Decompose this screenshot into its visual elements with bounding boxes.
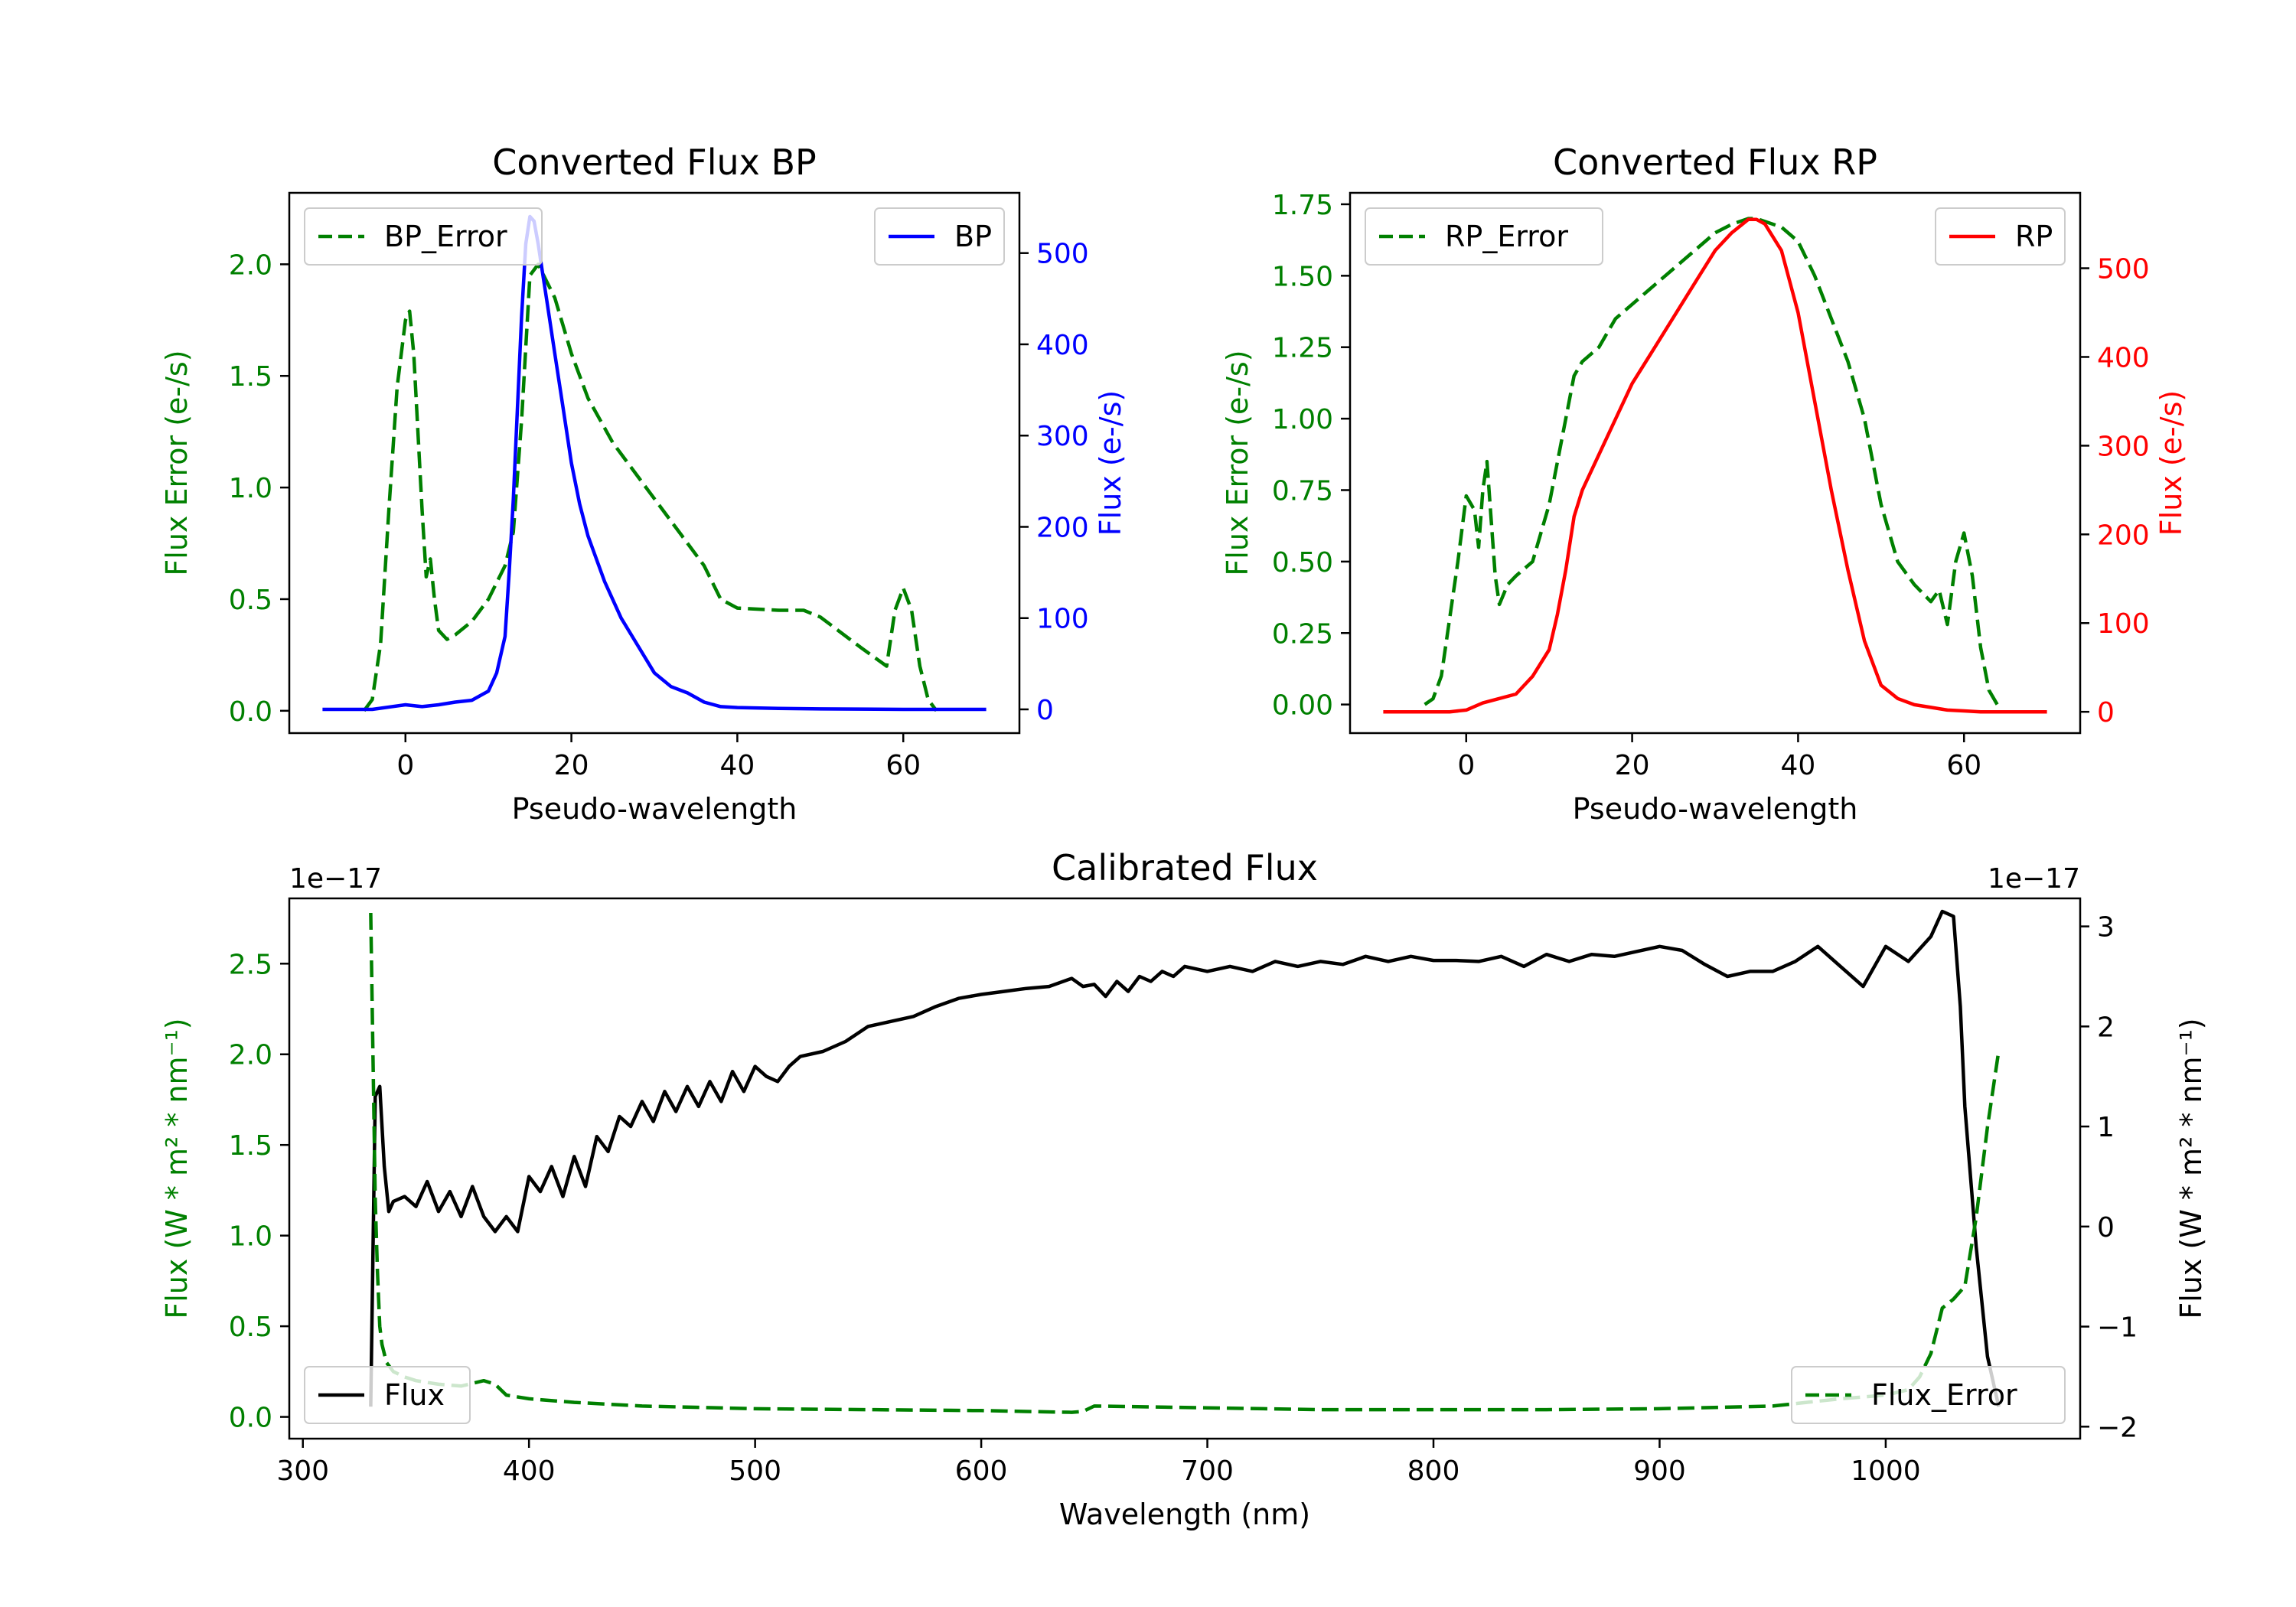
y-left-axis-label: Flux (W * m² * nm⁻¹) bbox=[160, 1018, 194, 1319]
y-right-axis-label: Flux (W * m² * nm⁻¹) bbox=[2174, 1018, 2208, 1319]
plot-frame bbox=[1349, 191, 2082, 735]
legend-box bbox=[1365, 207, 1603, 266]
chart-title: Calibrated Flux bbox=[1052, 847, 1318, 888]
legend-label: Flux_Error bbox=[1871, 1378, 2017, 1412]
y-left-tick-label: 1.0 bbox=[229, 1221, 272, 1253]
y-left-axis-label: Flux Error (e-/s) bbox=[160, 350, 194, 575]
x-tick-label: 60 bbox=[885, 750, 921, 781]
y-right-tick-label: 100 bbox=[2097, 608, 2150, 640]
legend-flux: Flux bbox=[304, 1366, 471, 1424]
legend-bp-error: BP_Error bbox=[304, 207, 543, 266]
legend-box bbox=[304, 207, 543, 266]
panel-converted-flux-bp: 0 20 40 60 0.0 0.5 1.0 1.5 2.0 0 100 200 300 400 500 Co… bbox=[160, 142, 1127, 826]
legend-rp-error: RP_Error bbox=[1365, 207, 1603, 266]
y-right-tick-label: 300 bbox=[1036, 421, 1089, 452]
y-right-tick-label: 2 bbox=[2097, 1012, 2115, 1043]
y-right-tick-label: 0 bbox=[1036, 695, 1054, 726]
legend-box bbox=[1791, 1366, 2066, 1424]
legend-label: BP bbox=[954, 220, 992, 253]
x-tick-label: 400 bbox=[503, 1455, 556, 1487]
y-left-tick-label: 0.0 bbox=[229, 1403, 272, 1434]
panel-calibrated-flux: 300 400 500 600 700 800 900 1000 0.0 0.5 1.0 1.5 2.0… bbox=[160, 847, 2208, 1531]
y-right-tick-label: −1 bbox=[2097, 1312, 2138, 1344]
x-tick-label: 40 bbox=[720, 750, 755, 781]
legend-flux-error: Flux_Error bbox=[1791, 1366, 2066, 1424]
y-right-tick-label: 500 bbox=[2097, 254, 2150, 285]
y-left-tick-label: 1.25 bbox=[1272, 333, 1333, 364]
y-left-tick-label: 0.75 bbox=[1272, 475, 1333, 507]
x-tick-label: 40 bbox=[1781, 750, 1816, 781]
y-left-tick-label: 0.0 bbox=[229, 696, 272, 728]
plot-frame bbox=[288, 897, 2082, 1440]
y-left-tick-label: 0.25 bbox=[1272, 618, 1333, 650]
y-right-tick-label: 100 bbox=[1036, 604, 1089, 635]
x-axis-label: Pseudo-wavelength bbox=[1573, 792, 1858, 826]
plot-frame bbox=[288, 191, 1021, 735]
y-left-tick-label: 2.5 bbox=[229, 949, 272, 980]
legend-label: BP_Error bbox=[384, 220, 507, 253]
x-tick-label: 60 bbox=[1946, 750, 1981, 781]
legend-box bbox=[1935, 207, 2066, 266]
y-left-tick-label: 1.00 bbox=[1272, 404, 1333, 435]
legend-box bbox=[874, 207, 1005, 266]
panel-converted-flux-rp: 0 20 40 60 0.00 0.25 0.50 0.75 1.00 1.25 1.50 1.75 0… bbox=[1221, 142, 2188, 826]
y-left-tick-label: 0.00 bbox=[1272, 690, 1333, 722]
y-left-tick-label: 1.5 bbox=[229, 361, 272, 393]
y-right-tick-label: 500 bbox=[1036, 239, 1089, 270]
y-right-tick-label: −2 bbox=[2097, 1412, 2138, 1443]
y-left-tick-label: 1.5 bbox=[229, 1130, 272, 1162]
y-left-tick-label: 1.50 bbox=[1272, 261, 1333, 292]
x-tick-label: 1000 bbox=[1851, 1455, 1921, 1487]
x-tick-label: 900 bbox=[1633, 1455, 1686, 1487]
x-axis-label: Wavelength (nm) bbox=[1059, 1498, 1310, 1531]
y-right-tick-label: 200 bbox=[2097, 520, 2150, 551]
y-left-axis-label: Flux Error (e-/s) bbox=[1221, 350, 1254, 575]
y-right-axis-label: Flux (e-/s) bbox=[2154, 390, 2188, 536]
x-axis-label: Pseudo-wavelength bbox=[512, 792, 797, 826]
y-right-tick-label: 0 bbox=[2097, 1212, 2115, 1244]
y-right-tick-label: 1 bbox=[2097, 1112, 2115, 1143]
y-left-tick-label: 2.0 bbox=[229, 1040, 272, 1071]
series-line-rp bbox=[1383, 217, 2047, 714]
x-tick-label: 800 bbox=[1407, 1455, 1460, 1487]
x-tick-label: 600 bbox=[955, 1455, 1008, 1487]
series-line-flux bbox=[369, 909, 2001, 1407]
legend-bp: BP bbox=[874, 207, 1005, 266]
y-left-tick-label: 0.5 bbox=[229, 1312, 272, 1343]
x-tick-label: 0 bbox=[1457, 750, 1475, 781]
series-line-bp bbox=[322, 214, 987, 712]
legend-label: Flux bbox=[384, 1378, 445, 1412]
y-right-tick-label: 3 bbox=[2097, 912, 2115, 944]
y-left-offset-label: 1e−17 bbox=[289, 863, 382, 895]
y-right-tick-label: 400 bbox=[2097, 342, 2150, 373]
y-left-tick-label: 2.0 bbox=[229, 249, 272, 281]
x-tick-label: 0 bbox=[396, 750, 414, 781]
x-tick-label: 700 bbox=[1181, 1455, 1234, 1487]
x-tick-label: 20 bbox=[1615, 750, 1650, 781]
y-left-tick-label: 0.5 bbox=[229, 585, 272, 616]
y-left-tick-label: 1.75 bbox=[1272, 190, 1333, 221]
legend-box bbox=[304, 1366, 471, 1424]
y-right-offset-label: 1e−17 bbox=[1988, 863, 2080, 895]
y-right-tick-label: 200 bbox=[1036, 512, 1089, 543]
legend-rp: RP bbox=[1935, 207, 2066, 266]
chart-title: Converted Flux BP bbox=[492, 142, 817, 183]
y-right-axis-label: Flux (e-/s) bbox=[1094, 390, 1127, 536]
y-left-tick-label: 0.50 bbox=[1272, 547, 1333, 579]
y-right-tick-label: 400 bbox=[1036, 330, 1089, 361]
series-line-rp-error bbox=[1424, 217, 1999, 706]
x-tick-label: 500 bbox=[729, 1455, 781, 1487]
x-tick-label: 20 bbox=[554, 750, 589, 781]
chart-title: Converted Flux RP bbox=[1553, 142, 1877, 183]
y-right-tick-label: 0 bbox=[2097, 697, 2115, 729]
y-left-tick-label: 1.0 bbox=[229, 473, 272, 504]
x-tick-label: 300 bbox=[276, 1455, 329, 1487]
legend-label: RP_Error bbox=[1445, 220, 1568, 253]
y-right-tick-label: 300 bbox=[2097, 431, 2150, 462]
legend-label: RP bbox=[2015, 220, 2053, 253]
